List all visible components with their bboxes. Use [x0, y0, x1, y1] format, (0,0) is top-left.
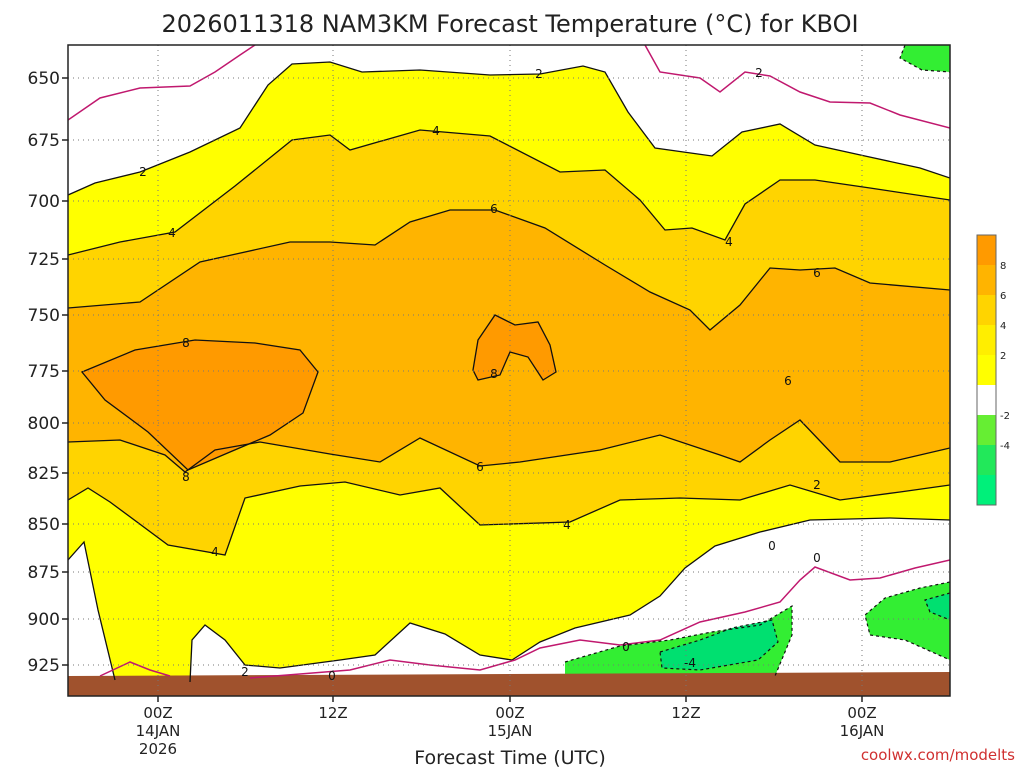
- contour-line-6c-lower: [68, 419, 950, 473]
- credit-text: coolwx.com/modelts: [861, 746, 1015, 764]
- x-tick-year: 2026: [139, 740, 177, 758]
- contour-label: 8: [182, 336, 190, 350]
- contour-line-0c-left: [99, 661, 171, 677]
- legend-frame: [976, 234, 997, 506]
- x-tick-label: 00Z: [847, 704, 876, 722]
- contour-line-4c: [68, 129, 950, 256]
- legend-swatch: [977, 385, 996, 415]
- contour-line-neg2c-lower: [564, 604, 793, 677]
- legend-level: 4: [1000, 321, 1006, 332]
- x-tick-label: 12Z: [318, 704, 347, 722]
- contour-label: 2: [139, 165, 147, 179]
- contour-label: 4: [168, 226, 176, 240]
- contour-line-0c-top-right: [644, 45, 950, 129]
- legend-level: 8: [1000, 261, 1006, 272]
- band-fill-neg4c-right: [925, 593, 950, 620]
- contour-label: 6: [476, 460, 484, 474]
- y-tick-label: 875: [28, 563, 60, 583]
- x-axis-title: Forecast Time (UTC): [414, 747, 605, 768]
- legend-swatch: [977, 355, 996, 385]
- contour-label: 6: [784, 374, 792, 388]
- x-tick-label: 12Z: [671, 704, 700, 722]
- legend-level: 2: [1000, 351, 1006, 362]
- contour-label: 6: [813, 266, 821, 280]
- contour-label: 0: [768, 539, 776, 553]
- band-fill-8c-b: [473, 315, 556, 380]
- contour-label: 2: [813, 478, 821, 492]
- legend-level: -4: [1000, 441, 1010, 452]
- legend-level: -2: [1000, 411, 1010, 422]
- legend-swatch: [977, 265, 996, 295]
- contour-line-neg4c-lower: [659, 619, 779, 671]
- color-legend: 8 6 4 2 -2 -4: [976, 234, 1010, 506]
- band-fill-8c-a: [82, 340, 318, 470]
- x-tick-date: 15JAN: [488, 722, 533, 740]
- contour-line-0c-lower: [249, 559, 950, 679]
- band-fill-neg2c-top: [900, 45, 950, 72]
- contour-line-neg2c-right: [864, 581, 950, 661]
- legend-level: 6: [1000, 291, 1006, 302]
- contour-labels: 2 4 2 4 6 8 8 8 6 6 6 4 4 4 2 0 2 0 0 0 -4 2: [139, 66, 821, 683]
- y-tick-label: 675: [28, 131, 60, 151]
- black-contour-lines: [68, 61, 950, 683]
- contour-label: 2: [241, 665, 249, 679]
- y-tick-label: 750: [28, 306, 60, 326]
- zero-degree-contours: [68, 45, 950, 679]
- terrain-ground: [68, 672, 950, 696]
- contour-line-2c-lower: [189, 517, 950, 683]
- contour-label: 4: [211, 545, 219, 559]
- x-tick-date: 16JAN: [840, 722, 885, 740]
- negative-contours: [564, 45, 950, 677]
- contour-label: 8: [490, 367, 498, 381]
- y-tick-label: 725: [28, 250, 60, 270]
- contour-label: 0: [813, 551, 821, 565]
- legend-swatch: [977, 415, 996, 445]
- contour-fill-layer: [68, 45, 950, 696]
- y-axis: 650 675 700 725 750 775 800 825 850 875 900 925: [28, 69, 68, 676]
- legend-swatch: [977, 325, 996, 355]
- contour-label: 4: [563, 518, 571, 532]
- y-tick-label: 925: [28, 656, 60, 676]
- contour-line-8c-a: [80, 339, 319, 471]
- contour-line-2c: [68, 61, 950, 196]
- contour-label: 6: [490, 202, 498, 216]
- y-tick-label: 650: [28, 69, 60, 89]
- contour-line-neg4c-right: [924, 592, 950, 621]
- contour-label: 4: [725, 235, 733, 249]
- y-tick-label: 900: [28, 610, 60, 630]
- y-tick-label: 850: [28, 515, 60, 535]
- y-tick-label: 775: [28, 362, 60, 382]
- contour-line-0c-top-left: [68, 45, 256, 121]
- contour-label: 8: [182, 470, 190, 484]
- y-tick-label: 800: [28, 414, 60, 434]
- x-tick-label: 00Z: [143, 704, 172, 722]
- contour-label: 4: [432, 124, 440, 138]
- chart-title: 2026011318 NAM3KM Forecast Temperature (…: [161, 10, 858, 38]
- contour-label: 0: [622, 640, 630, 654]
- legend-swatch: [977, 235, 996, 265]
- plot-frame: [67, 44, 951, 697]
- contour-line-8c-b: [472, 314, 557, 381]
- contour-label: 2: [755, 66, 763, 80]
- contour-line-6c: [68, 209, 950, 331]
- legend-swatch: [977, 295, 996, 325]
- contour-line-2c-left: [68, 540, 116, 681]
- contour-label: 2: [535, 67, 543, 81]
- y-tick-label: 825: [28, 464, 60, 484]
- contour-line-neg2c-top: [899, 45, 950, 73]
- gridlines: [68, 45, 950, 696]
- band-fill-neg4c-lower: [660, 620, 778, 670]
- x-tick-label: 00Z: [495, 704, 524, 722]
- contour-line-4c-lower: [68, 481, 950, 556]
- legend-swatch: [977, 445, 996, 475]
- x-tick-date: 14JAN: [136, 722, 181, 740]
- contour-label: 0: [328, 669, 336, 683]
- y-tick-label: 700: [28, 192, 60, 212]
- contour-label: -4: [684, 656, 696, 670]
- legend-swatch: [977, 475, 996, 505]
